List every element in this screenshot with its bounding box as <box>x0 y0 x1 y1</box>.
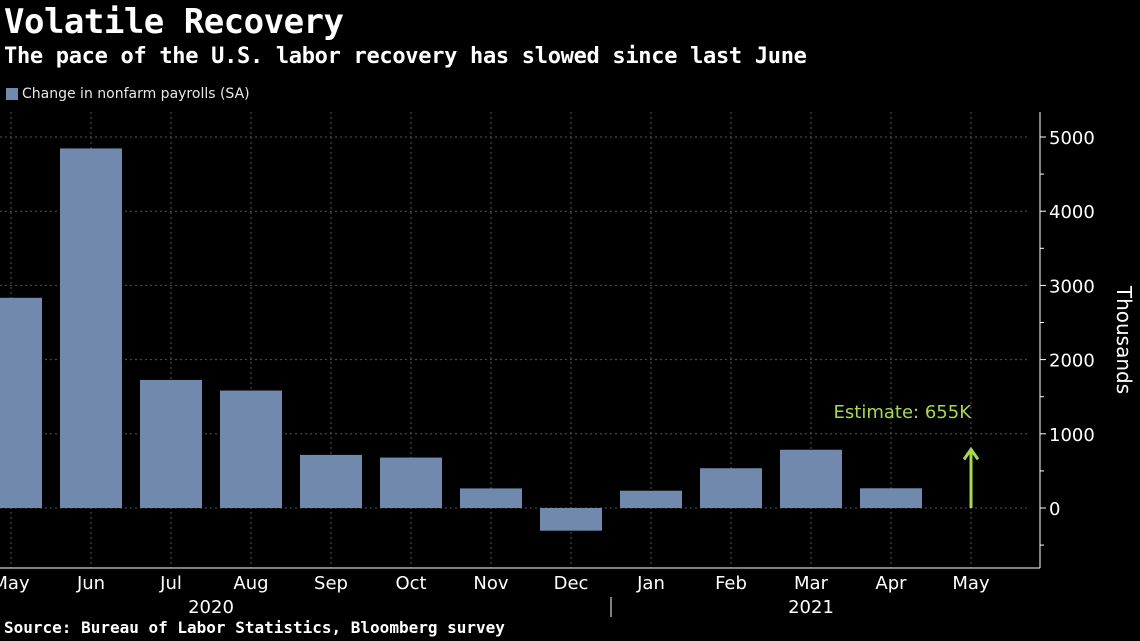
x-tick-label: Jan <box>636 573 665 594</box>
y-tick-label: 5000 <box>1049 128 1095 149</box>
y-axis-label: Thousands <box>1112 285 1136 394</box>
y-tick-label: 4000 <box>1049 202 1095 223</box>
x-tick-label: Mar <box>794 573 829 594</box>
bar-dec-7 <box>540 508 602 531</box>
year-label: 2020 <box>188 597 234 618</box>
x-tick-label: Aug <box>233 573 268 594</box>
y-tick-label: 2000 <box>1049 351 1095 372</box>
axes: 0 1000 2000 3000 4000 5000 May Jun Jul Aug Sep Oct N… <box>0 112 1095 618</box>
y-tick-label: 3000 <box>1049 276 1095 297</box>
x-tick-label: Apr <box>875 573 907 594</box>
chart-subtitle: The pace of the U.S. labor recovery has … <box>4 44 807 69</box>
bar-nov-6 <box>460 488 522 508</box>
bar-jan-8 <box>620 490 682 508</box>
chart-title: Volatile Recovery <box>4 2 344 42</box>
estimate-annotation: Estimate: 655K <box>834 402 973 423</box>
bar-sep-4 <box>300 454 362 508</box>
bar-may-0 <box>0 297 42 508</box>
x-tick-label: Feb <box>715 573 747 594</box>
x-tick-label: Jul <box>159 573 182 594</box>
legend: Change in nonfarm payrolls (SA) <box>6 86 250 102</box>
x-tick-label: Nov <box>473 573 508 594</box>
bars: Estimate: 655K <box>0 148 980 531</box>
bar-aug-3 <box>220 390 282 508</box>
bar-feb-9 <box>700 468 762 508</box>
bar-apr-11 <box>860 488 922 508</box>
bar-jun-1 <box>60 148 122 508</box>
bar-jul-2 <box>140 379 202 508</box>
legend-swatch <box>6 88 18 100</box>
x-tick-label: Oct <box>395 573 426 594</box>
x-tick-label: Sep <box>314 573 348 594</box>
x-tick-label: Dec <box>554 573 589 594</box>
y-tick-label: 1000 <box>1049 425 1095 446</box>
x-tick-label: May <box>0 573 30 594</box>
bar-mar-10 <box>780 449 842 508</box>
y-tick-label: 0 <box>1049 499 1060 520</box>
source-note: Source: Bureau of Labor Statistics, Bloo… <box>4 618 505 637</box>
legend-label: Change in nonfarm payrolls (SA) <box>22 86 250 102</box>
year-label: 2021 <box>788 597 834 618</box>
x-tick-label: Jun <box>76 573 105 594</box>
x-tick-label: May <box>952 573 990 594</box>
bar-oct-5 <box>380 457 442 508</box>
estimate-arrow-head <box>962 446 980 461</box>
